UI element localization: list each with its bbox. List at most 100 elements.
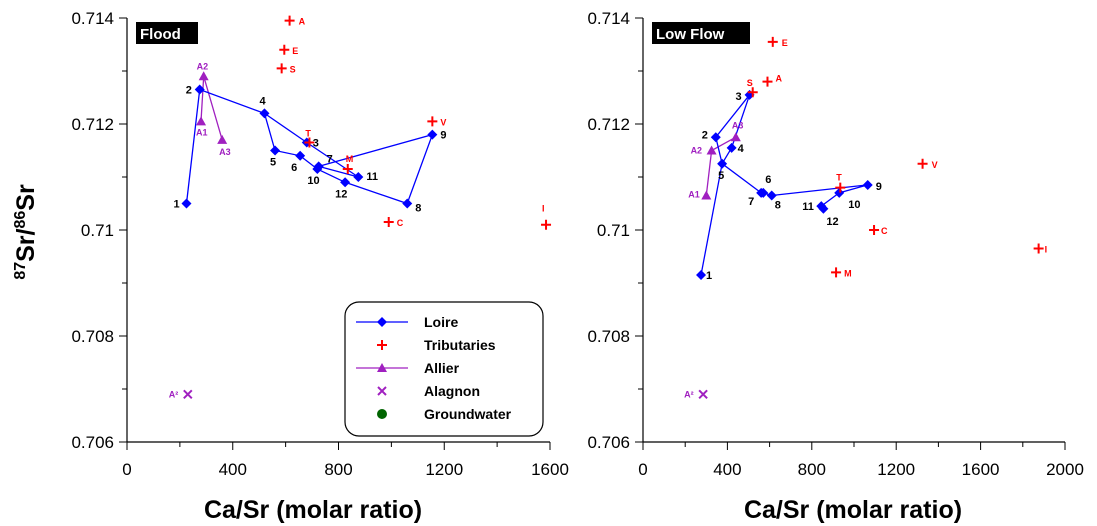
- legend-alagnon-marker: [377, 386, 387, 396]
- y-title-superscript-87: 87: [12, 262, 29, 280]
- y-tick-label: 0.708: [587, 327, 630, 346]
- allier-point-a2: [706, 145, 717, 155]
- panel-tag-box: [652, 22, 750, 44]
- legend-tributaries-label: Tributaries: [424, 337, 496, 353]
- loire-point-8-label: 8: [775, 200, 781, 212]
- alagnon-point-a: [183, 389, 193, 400]
- loire-point-5: [717, 158, 728, 169]
- tributaries-point-c: [383, 217, 394, 228]
- loire-point-4: [259, 108, 270, 119]
- legend: Loire Tributaries Allier Alagnon Groundwater: [344, 301, 544, 437]
- legend-allier-marker: [377, 363, 387, 372]
- tributaries-point-i: [1033, 243, 1044, 254]
- loire-point-10-label: 10: [307, 175, 319, 187]
- x-axis-title: Ca/Sr (molar ratio): [744, 496, 962, 524]
- x-axis-title: Ca/Sr (molar ratio): [204, 496, 422, 524]
- allier-point-a3: [217, 134, 228, 144]
- loire-point-10-label: 10: [848, 199, 860, 211]
- allier-point-a3-label: A3: [219, 147, 231, 157]
- svg-text:87Sr/86Sr: 87Sr/86Sr: [12, 184, 40, 280]
- tributaries-point-a: [762, 76, 773, 87]
- tributaries-point-e-label: E: [782, 38, 788, 48]
- tributaries-point-t: [304, 137, 315, 148]
- loire-point-10: [312, 164, 323, 175]
- loire-point-11-label: 11: [802, 201, 814, 213]
- loire-point-5: [270, 145, 281, 156]
- tributaries-point-i-label: I: [542, 204, 545, 214]
- allier-point-a1: [701, 190, 712, 200]
- legend-loire-label: Loire: [424, 314, 458, 330]
- panel-tag-label: Flood: [140, 26, 181, 43]
- x-tick-label: 2000: [1046, 460, 1084, 479]
- tributaries-point-t-label: T: [305, 129, 311, 139]
- legend-tributaries-marker: [377, 340, 387, 350]
- loire-point-7-label: 7: [748, 196, 754, 208]
- tributaries-point-i-label: I: [1045, 245, 1048, 255]
- y-axis-title: 87Sr/86Sr: [12, 184, 40, 280]
- loire-point-7: [756, 187, 767, 198]
- alagnon-point-a-label: A²: [169, 389, 179, 399]
- loire-point-8: [402, 198, 413, 209]
- loire-point-8-label: 8: [415, 203, 421, 215]
- loire-point-2: [194, 84, 205, 95]
- tributaries-point-s-label: S: [747, 78, 753, 88]
- y-tick-label: 0.714: [71, 9, 114, 28]
- tributaries-point-m-label: M: [844, 268, 852, 278]
- loire-point-4-label: 4: [738, 143, 745, 155]
- tributaries-point-v: [427, 116, 438, 127]
- allier-point-a1-label: A1: [196, 127, 208, 137]
- tributaries-point-v-label: V: [440, 117, 446, 127]
- x-tick-label: 1200: [877, 460, 915, 479]
- tributaries-point-i: [541, 219, 552, 230]
- tributaries-point-v: [917, 158, 928, 169]
- loire-point-12-label: 12: [826, 216, 838, 228]
- tributaries-point-a: [284, 15, 295, 26]
- tributaries-point-m: [342, 164, 353, 175]
- alagnon-point-a: [698, 389, 708, 400]
- y-tick-label: 0.712: [71, 115, 114, 134]
- x-tick-label: 0: [638, 460, 647, 479]
- allier-point-a3: [730, 132, 741, 142]
- loire-point-12: [818, 203, 829, 214]
- loire-point-4: [726, 142, 737, 153]
- tributaries-point-e: [279, 44, 290, 55]
- y-tick-label: 0.708: [71, 327, 114, 346]
- allier-point-a1-label: A1: [688, 190, 700, 200]
- loire-point-8: [766, 190, 777, 201]
- loire-point-9-label: 9: [876, 181, 882, 193]
- x-tick-label: 1600: [962, 460, 1000, 479]
- x-tick-label: 400: [713, 460, 741, 479]
- y-title-superscript-86: 86: [12, 211, 29, 229]
- loire-point-6-label: 6: [291, 162, 297, 174]
- loire-point-2-label: 2: [702, 129, 708, 141]
- loire-point-9: [862, 179, 873, 190]
- legend-box: [344, 301, 544, 437]
- allier-point-a2-label: A2: [691, 146, 703, 156]
- loire-point-4-label: 4: [259, 95, 266, 107]
- loire-point-2: [710, 132, 721, 143]
- y-tick-label: 0.712: [587, 115, 630, 134]
- loire-point-3-label: 3: [313, 138, 319, 150]
- allier-point-a3-label: A3: [732, 120, 744, 130]
- x-tick-label: 1600: [531, 460, 569, 479]
- x-tick-label: 800: [324, 460, 352, 479]
- tributaries-point-s: [276, 63, 287, 74]
- loire-point-12: [340, 177, 351, 188]
- loire-point-5-label: 5: [270, 157, 276, 169]
- loire-point-5-label: 5: [718, 170, 724, 182]
- tributaries-point-m-label: M: [346, 154, 354, 164]
- tributaries-point-c-label: C: [881, 226, 888, 236]
- tributaries-point-e-label: E: [292, 46, 298, 56]
- tributaries-point-t-label: T: [836, 173, 842, 183]
- tributaries-point-a-label: A: [299, 17, 306, 27]
- tributaries-point-c: [869, 225, 880, 235]
- loire-series-line: [700, 94, 868, 276]
- y-tick-label: 0.706: [71, 433, 114, 452]
- loire-point-1: [696, 270, 707, 281]
- loire-point-9: [427, 129, 438, 140]
- allier-series-line: [200, 76, 223, 141]
- tributaries-point-v-label: V: [932, 160, 938, 170]
- legend-groundwater-label: Groundwater: [424, 406, 512, 422]
- legend-groundwater-marker: [377, 409, 387, 419]
